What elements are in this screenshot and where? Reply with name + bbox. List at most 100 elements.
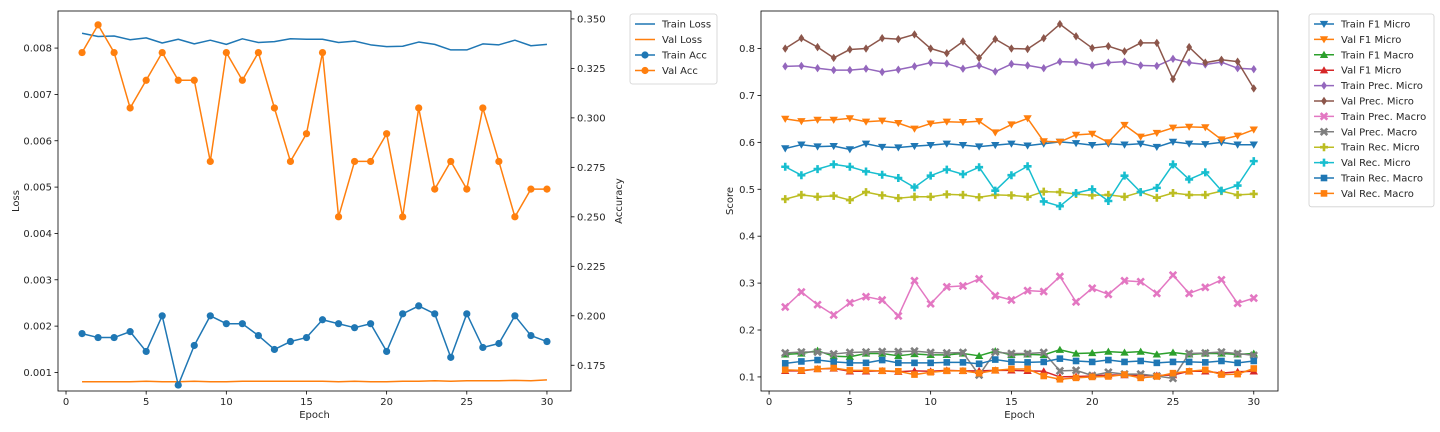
train-rec-macro-point xyxy=(1250,357,1258,365)
train-rec-micro-point xyxy=(1249,189,1258,198)
val-rec-micro-point xyxy=(1168,160,1177,169)
series-val-rec-macro xyxy=(781,364,1258,383)
x-tick-label: 30 xyxy=(541,397,554,408)
val-rec-macro-point xyxy=(1040,372,1048,380)
train-rec-macro-point xyxy=(1218,357,1225,365)
legend-entry-val-rec-macro: Val Rec. Macro xyxy=(1314,189,1414,200)
train-prec-micro-point xyxy=(976,61,983,70)
train-prec-micro-point xyxy=(798,61,805,71)
val-rec-macro-point xyxy=(1024,365,1031,373)
train-prec-macro-point xyxy=(1055,272,1065,281)
train-prec-micro-point xyxy=(895,65,902,74)
train-f1-macro-point xyxy=(1168,348,1178,356)
val-prec-micro-point xyxy=(1024,44,1031,54)
train-rec-macro-point xyxy=(830,358,838,366)
val-prec-micro-point xyxy=(863,44,869,53)
val-rec-macro-point xyxy=(911,371,918,378)
train-rec-macro-point xyxy=(1040,358,1048,366)
train-rec-micro-point xyxy=(910,192,919,201)
train-rec-micro-line xyxy=(785,190,1254,201)
series-val-f1-micro xyxy=(781,115,1258,147)
train-prec-macro-point xyxy=(829,310,838,320)
val-prec-micro-point xyxy=(830,53,837,63)
train-acc-point xyxy=(495,339,503,348)
train-rec-micro-point xyxy=(894,194,903,203)
val-prec-macro-point xyxy=(894,347,903,356)
legend-entry-val-prec-micro: Val Prec. Micro xyxy=(1314,97,1414,108)
train-rec-macro-point xyxy=(846,359,854,367)
val-rec-micro-point xyxy=(1120,171,1129,180)
val-f1-micro-point xyxy=(974,118,984,126)
train-rec-macro-point xyxy=(991,356,999,363)
legend-entry-val-f1-micro: Val F1 Micro xyxy=(1314,35,1401,46)
train-prec-micro-point xyxy=(911,62,918,71)
train-prec-micro-point xyxy=(1024,61,1031,70)
legend-label: Train Prec. Macro xyxy=(1340,112,1426,123)
legend-marker xyxy=(1320,174,1328,182)
train-prec-macro-point xyxy=(1184,289,1194,298)
legend-label: Train Acc xyxy=(661,51,707,62)
val-rec-micro-point xyxy=(1233,181,1242,190)
train-f1-micro-point xyxy=(797,141,806,149)
val-acc-point xyxy=(367,157,375,166)
val-rec-micro-point xyxy=(1088,185,1097,194)
train-rec-micro-point xyxy=(862,188,871,197)
legend-marker xyxy=(1320,190,1328,197)
val-acc-point xyxy=(479,104,487,112)
train-prec-macro-point xyxy=(1104,290,1113,299)
train-rec-macro-point xyxy=(975,360,983,368)
val-f1-micro-point xyxy=(1071,131,1081,139)
legend-entry-train-prec-macro: Train Prec. Macro xyxy=(1314,112,1426,123)
val-prec-macro-point xyxy=(845,348,855,357)
train-acc-point xyxy=(447,353,455,361)
x-tick-label: 25 xyxy=(460,397,473,408)
val-f1-micro-point xyxy=(1104,139,1113,147)
train-rec-macro-point xyxy=(1105,356,1112,364)
train-f1-macro-point xyxy=(910,349,919,358)
legend-marker xyxy=(1319,127,1329,137)
y2-tick-label: 0.325 xyxy=(577,64,606,75)
legend-marker xyxy=(1319,36,1329,44)
y2-tick-label: 0.275 xyxy=(577,163,606,174)
train-prec-micro-point xyxy=(943,59,950,68)
val-prec-macro-point xyxy=(829,349,838,359)
val-prec-macro-point xyxy=(1233,349,1242,358)
train-rec-micro-point xyxy=(975,193,984,202)
train-f1-micro-point xyxy=(845,146,855,154)
val-prec-macro-point xyxy=(797,347,806,357)
train-prec-macro-point xyxy=(926,299,935,308)
val-acc-point xyxy=(94,21,102,29)
train-rec-macro-point xyxy=(1024,359,1031,366)
val-rec-macro-point xyxy=(846,367,854,374)
train-rec-macro-point xyxy=(1072,357,1080,365)
train-f1-micro-line xyxy=(785,141,1254,151)
x-tick-label: 15 xyxy=(1005,397,1018,408)
train-rec-micro-point xyxy=(1152,193,1161,202)
train-f1-micro-point xyxy=(1233,141,1242,149)
val-rec-macro-point xyxy=(1121,371,1128,378)
train-prec-macro-point xyxy=(1071,297,1081,307)
y-tick-label: 0.3 xyxy=(739,279,755,290)
val-rec-macro-line xyxy=(785,367,1255,381)
legend-entry-train-rec-micro: Train Rec. Micro xyxy=(1314,143,1420,154)
val-f1-micro-point xyxy=(1249,126,1258,134)
right-chart: 0 5 10 15 20 25 30 0.1 0.2 0.3 0.4 0.5 0.6 0.7 0.8 Ep… xyxy=(725,10,1435,421)
val-rec-macro-point xyxy=(1169,369,1177,377)
val-rec-micro-point xyxy=(958,170,967,179)
val-rec-macro-point xyxy=(1218,371,1225,378)
val-f1-micro-point xyxy=(1184,123,1194,131)
val-rec-macro-point xyxy=(959,367,967,375)
train-f1-micro-point xyxy=(974,143,984,151)
legend-marker xyxy=(1321,81,1327,90)
val-prec-macro-point xyxy=(781,348,790,358)
val-f1-micro-point xyxy=(1023,115,1032,123)
val-f1-micro-point xyxy=(1039,367,1048,375)
legend-label: Train F1 Micro xyxy=(1340,20,1410,31)
train-prec-macro-point xyxy=(861,292,871,301)
train-rec-macro-point xyxy=(1234,359,1241,367)
val-acc-point xyxy=(174,76,182,84)
val-rec-micro-point xyxy=(1185,175,1194,184)
y-tick-label: 0.003 xyxy=(23,275,52,286)
train-rec-micro-point xyxy=(1185,190,1194,199)
y-tick-label: 0.2 xyxy=(739,326,755,337)
